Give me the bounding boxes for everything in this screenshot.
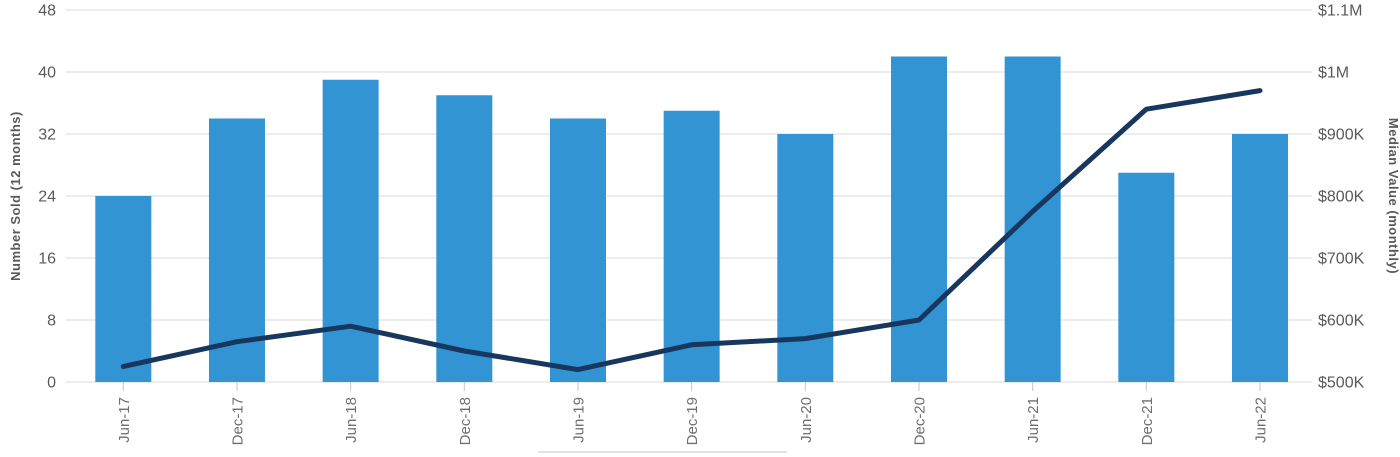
x-axis-label-dec-17: Dec-17	[229, 397, 246, 445]
x-axis-label-jun-22: Jun-22	[1253, 397, 1270, 443]
x-axis-labels: Jun-17 Dec-17 Jun-18 Dec-18 Jun-19 Dec-19 Jun-…	[116, 397, 1270, 445]
left-axis-tick-label: 40	[38, 65, 56, 82]
right-axis-title: Median Value (monthly)	[1386, 118, 1400, 274]
bar-jun-21	[1004, 56, 1061, 382]
bar-jun-22	[1232, 134, 1288, 382]
bar-dec-19	[663, 110, 720, 382]
left-axis-title: Number Sold (12 months)	[8, 111, 23, 281]
x-axis-label-jun-21: Jun-21	[1025, 397, 1042, 443]
right-axis-tick-label: $800K	[1318, 189, 1365, 206]
bar-jun-18	[322, 79, 379, 382]
x-axis-tick-marks	[122, 382, 1261, 391]
left-axis-tick-label: 32	[38, 127, 56, 144]
bar-dec-21	[1118, 172, 1175, 382]
bar-dec-18	[436, 95, 493, 382]
right-axis-tick-label: $700K	[1318, 251, 1365, 268]
number-sold-bars	[95, 56, 1288, 382]
bar-jun-19	[549, 118, 606, 382]
bar-jun-20	[777, 134, 834, 382]
x-axis-label-dec-21: Dec-21	[1139, 397, 1156, 445]
left-axis-tick-label: 0	[47, 375, 56, 392]
left-axis-tick-label: 24	[38, 189, 56, 206]
bar-dec-20	[890, 56, 947, 382]
left-axis-tick-labels: 48 40 32 24 16 8 0	[38, 3, 56, 392]
x-axis-label-dec-19: Dec-19	[684, 397, 701, 445]
x-axis-label-jun-20: Jun-20	[798, 397, 815, 443]
right-axis-tick-label: $1M	[1318, 65, 1349, 82]
x-axis-label-dec-18: Dec-18	[457, 397, 474, 445]
median-value-line	[120, 88, 1263, 373]
right-axis-tick-label: $600K	[1318, 313, 1365, 330]
x-axis-label-dec-20: Dec-20	[911, 397, 928, 445]
right-axis-tick-label: $1.1M	[1318, 3, 1362, 20]
left-axis-tick-label: 8	[47, 313, 56, 330]
bar-jun-17	[95, 196, 152, 382]
x-axis-label-jun-18: Jun-18	[343, 397, 360, 443]
right-axis-tick-label: $900K	[1318, 127, 1365, 144]
x-axis-label-jun-17: Jun-17	[116, 397, 133, 443]
right-axis-tick-labels: $1.1M $1M $900K $800K $700K $600K $500K	[1318, 3, 1365, 392]
x-axis-label-jun-19: Jun-19	[570, 397, 587, 443]
left-axis-tick-label: 16	[38, 251, 56, 268]
median-value-polyline	[120, 88, 1263, 373]
right-axis-tick-label: $500K	[1318, 375, 1365, 392]
left-axis-tick-label: 48	[38, 3, 56, 20]
